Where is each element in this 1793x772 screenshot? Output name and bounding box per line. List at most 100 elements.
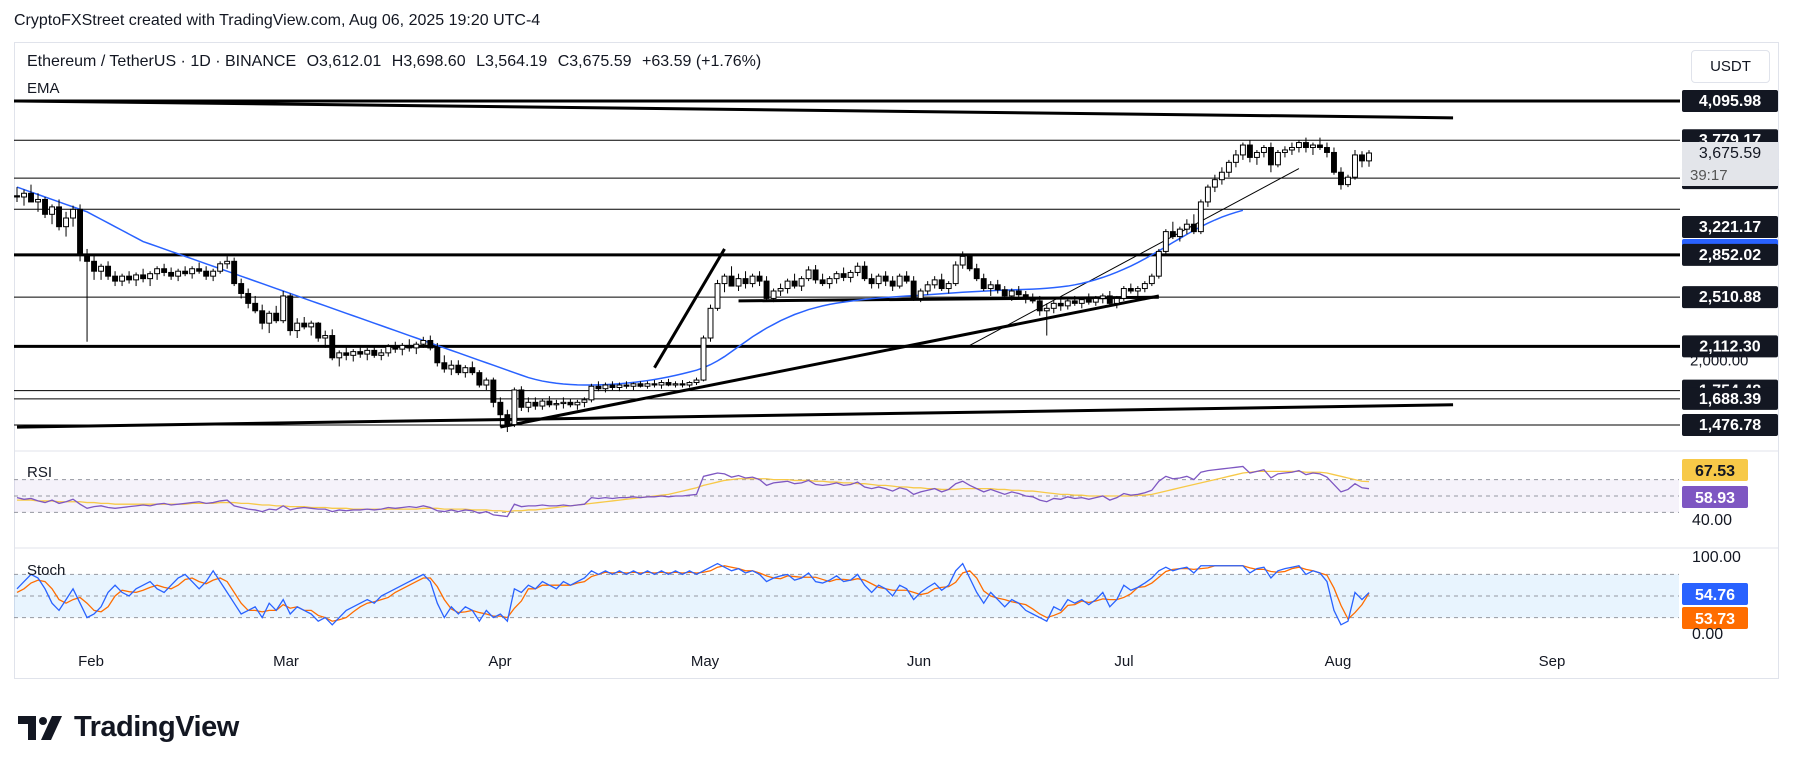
candle [203, 270, 210, 277]
candle [448, 364, 455, 370]
x-axis-label: Mar [273, 653, 299, 670]
candle [686, 382, 693, 386]
candle [1120, 288, 1127, 299]
tradingview-logo[interactable]: TradingView [18, 711, 239, 744]
rsi-indicator-label[interactable]: RSI [27, 464, 53, 481]
price-axis-label: 2,852.02 [1699, 247, 1761, 264]
candle [896, 275, 903, 287]
candle [364, 349, 371, 355]
stoch-axis-tick: 100.00 [1692, 549, 1741, 566]
candle [826, 278, 833, 285]
stoch-k-value: 54.76 [1695, 587, 1735, 604]
ema-indicator-label[interactable]: EMA [27, 80, 60, 97]
candle [385, 346, 392, 354]
candle [406, 344, 413, 349]
candle [497, 401, 504, 416]
candle [784, 280, 791, 290]
legend-high: H3,698.60 [391, 53, 466, 70]
rsi-label-bg [1682, 486, 1748, 508]
candle [189, 268, 196, 275]
candle [154, 268, 161, 275]
candle [231, 260, 238, 285]
attribution-text: CryptoFXStreet created with TradingView.… [14, 12, 541, 29]
candle [672, 383, 679, 386]
stoch-indicator-label[interactable]: Stoch [27, 562, 66, 579]
candle [140, 274, 147, 280]
candle [553, 403, 560, 406]
candle [1338, 171, 1344, 186]
price-axis-label: 4,095.98 [1699, 93, 1761, 110]
candle [462, 367, 469, 374]
candle [1366, 152, 1372, 162]
candle [441, 362, 448, 370]
candle [644, 383, 651, 387]
currency-button[interactable]: USDT [1691, 50, 1770, 83]
candle [1008, 290, 1015, 297]
candle [357, 351, 364, 355]
candle [336, 352, 343, 359]
candle [1015, 290, 1022, 296]
candle [84, 254, 91, 262]
candle [329, 335, 336, 359]
x-axis-label: Apr [488, 653, 511, 670]
candle [126, 275, 133, 281]
candle [133, 274, 140, 281]
legend-change: +63.59 (+1.76%) [642, 53, 762, 70]
candle [889, 280, 896, 287]
candle [924, 284, 931, 292]
candle [1113, 297, 1120, 304]
candle [630, 383, 637, 387]
rsi-ma-line [17, 470, 1370, 513]
candle [1345, 176, 1351, 186]
candle [245, 292, 252, 304]
candle [168, 271, 175, 277]
candle [742, 278, 749, 285]
ema-line [16, 186, 1244, 386]
candle [1190, 223, 1197, 233]
tradingview-logo-icon [18, 715, 62, 740]
candle [518, 389, 525, 408]
candle [1036, 300, 1043, 312]
brand-name: TradingView [74, 711, 239, 743]
candle [35, 198, 41, 203]
rsi-ma-value: 67.53 [1695, 463, 1735, 480]
candle [1106, 295, 1113, 304]
candle [1029, 297, 1036, 302]
candle [721, 275, 728, 285]
candle [532, 401, 539, 407]
price-axis-label-bg [1682, 90, 1778, 112]
candle [567, 401, 574, 406]
candle [1141, 283, 1148, 290]
candle [1232, 154, 1239, 163]
candle [147, 273, 154, 280]
trendline [969, 168, 1300, 346]
candle [469, 367, 476, 374]
candle [868, 278, 875, 285]
x-axis-label: Sep [1539, 653, 1566, 670]
candle [56, 206, 62, 228]
candle [294, 322, 301, 332]
candle [1246, 144, 1253, 158]
candle [490, 379, 497, 403]
legend-pair[interactable]: Ethereum / TetherUS · 1D · BINANCE [27, 53, 297, 70]
stoch-axis-tick: 0.00 [1692, 626, 1723, 643]
chart-frame [14, 42, 1779, 679]
candle [63, 217, 69, 228]
x-axis-label: Jun [907, 653, 931, 670]
candle [938, 279, 945, 290]
candle [119, 275, 126, 282]
candle [994, 284, 1001, 291]
candle [973, 268, 980, 280]
candle [399, 344, 406, 350]
candle [1260, 147, 1267, 153]
candle [182, 270, 189, 275]
candle [49, 206, 55, 215]
candle [210, 270, 217, 277]
candle [70, 208, 76, 219]
candle [105, 265, 112, 277]
candle [917, 290, 924, 299]
candle [819, 279, 826, 285]
candle [714, 283, 721, 309]
candle [504, 414, 511, 426]
